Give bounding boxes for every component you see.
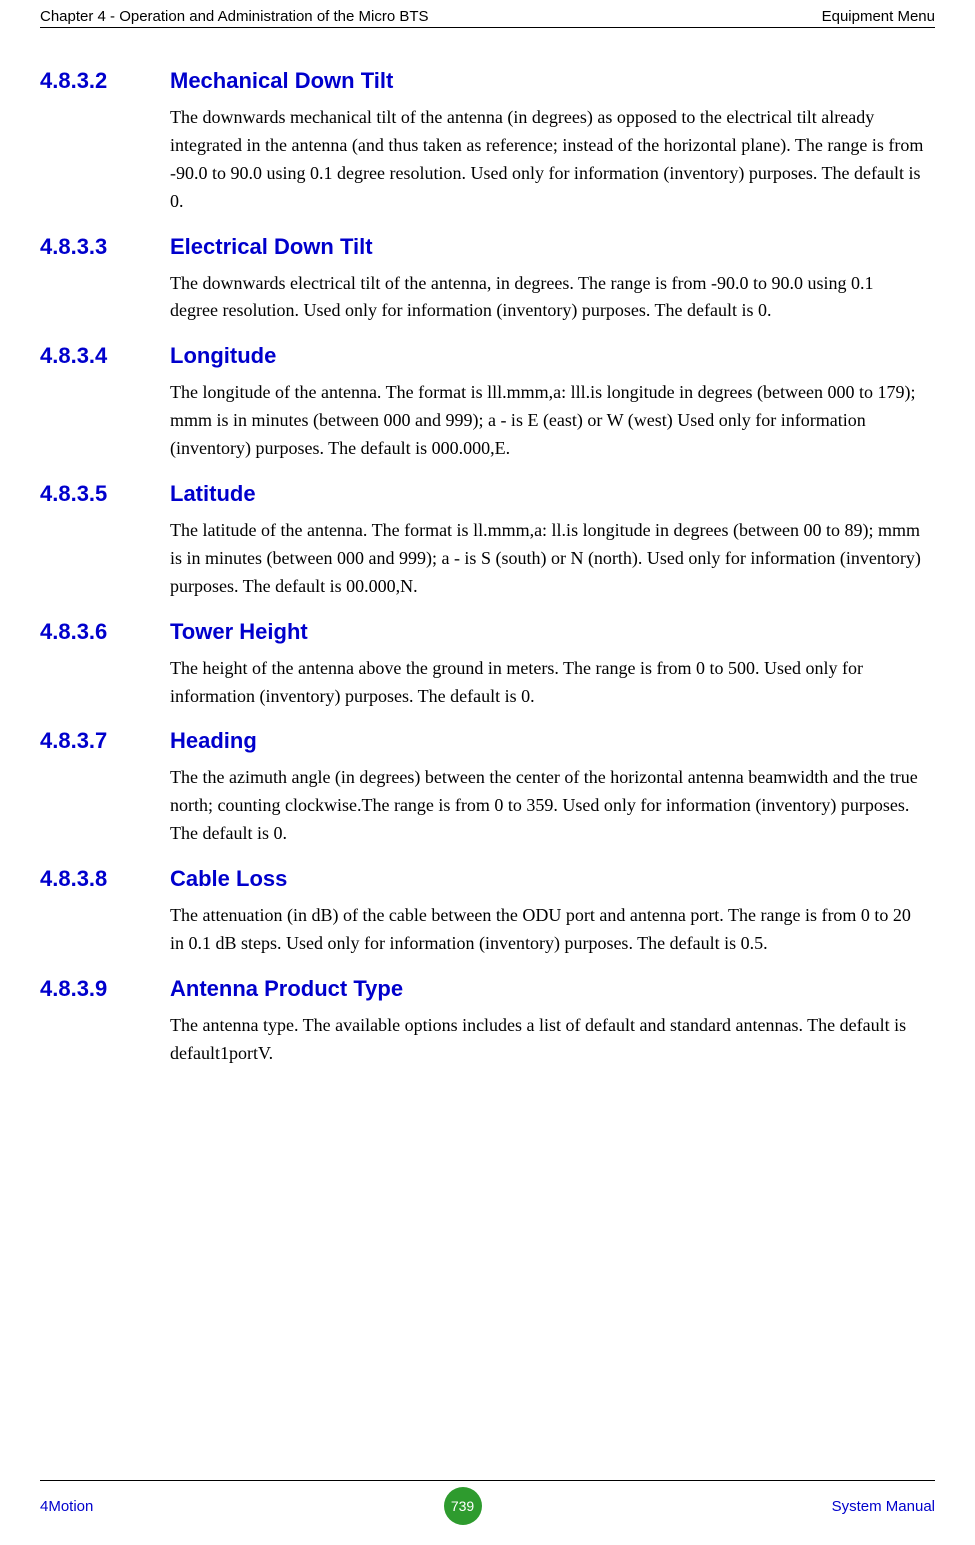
section-heading: 4.8.3.8 Cable Loss: [40, 866, 935, 892]
section-heading: 4.8.3.5 Latitude: [40, 481, 935, 507]
page-container: Chapter 4 - Operation and Administration…: [0, 0, 975, 1545]
section-body: The antenna type. The available options …: [170, 1012, 925, 1068]
section-number: 4.8.3.4: [40, 343, 170, 369]
section: 4.8.3.2 Mechanical Down Tilt The downwar…: [40, 68, 935, 216]
section-heading: 4.8.3.6 Tower Height: [40, 619, 935, 645]
section-title: Cable Loss: [170, 866, 287, 892]
section-title: Longitude: [170, 343, 276, 369]
section: 4.8.3.4 Longitude The longitude of the a…: [40, 343, 935, 463]
section-body: The downwards mechanical tilt of the ant…: [170, 104, 925, 216]
section-title: Antenna Product Type: [170, 976, 403, 1002]
section: 4.8.3.6 Tower Height The height of the a…: [40, 619, 935, 711]
page-footer: 4Motion 739 System Manual: [40, 1480, 935, 1525]
footer-right[interactable]: System Manual: [832, 1498, 935, 1515]
section-body: The downwards electrical tilt of the ant…: [170, 270, 925, 326]
section-number: 4.8.3.2: [40, 68, 170, 94]
section-title: Latitude: [170, 481, 256, 507]
section: 4.8.3.5 Latitude The latitude of the ant…: [40, 481, 935, 601]
header-right: Equipment Menu: [822, 8, 935, 25]
section-body: The attenuation (in dB) of the cable bet…: [170, 902, 925, 958]
section-number: 4.8.3.3: [40, 234, 170, 260]
section-number: 4.8.3.7: [40, 728, 170, 754]
section-heading: 4.8.3.3 Electrical Down Tilt: [40, 234, 935, 260]
section-title: Mechanical Down Tilt: [170, 68, 393, 94]
section-body: The longitude of the antenna. The format…: [170, 379, 925, 463]
section-number: 4.8.3.9: [40, 976, 170, 1002]
section-heading: 4.8.3.7 Heading: [40, 728, 935, 754]
section-body: The height of the antenna above the grou…: [170, 655, 925, 711]
section-number: 4.8.3.6: [40, 619, 170, 645]
section-number: 4.8.3.5: [40, 481, 170, 507]
footer-left[interactable]: 4Motion: [40, 1498, 93, 1515]
section-heading: 4.8.3.4 Longitude: [40, 343, 935, 369]
section-heading: 4.8.3.2 Mechanical Down Tilt: [40, 68, 935, 94]
section-body: The the azimuth angle (in degrees) betwe…: [170, 764, 925, 848]
section-body: The latitude of the antenna. The format …: [170, 517, 925, 601]
section-number: 4.8.3.8: [40, 866, 170, 892]
section: 4.8.3.9 Antenna Product Type The antenna…: [40, 976, 935, 1068]
page-number-badge: 739: [444, 1487, 482, 1525]
section-title: Tower Height: [170, 619, 308, 645]
section: 4.8.3.7 Heading The the azimuth angle (i…: [40, 728, 935, 848]
section-title: Heading: [170, 728, 257, 754]
page-header: Chapter 4 - Operation and Administration…: [40, 8, 935, 28]
section-title: Electrical Down Tilt: [170, 234, 373, 260]
section: 4.8.3.8 Cable Loss The attenuation (in d…: [40, 866, 935, 958]
section-heading: 4.8.3.9 Antenna Product Type: [40, 976, 935, 1002]
section: 4.8.3.3 Electrical Down Tilt The downwar…: [40, 234, 935, 326]
header-left: Chapter 4 - Operation and Administration…: [40, 8, 429, 25]
